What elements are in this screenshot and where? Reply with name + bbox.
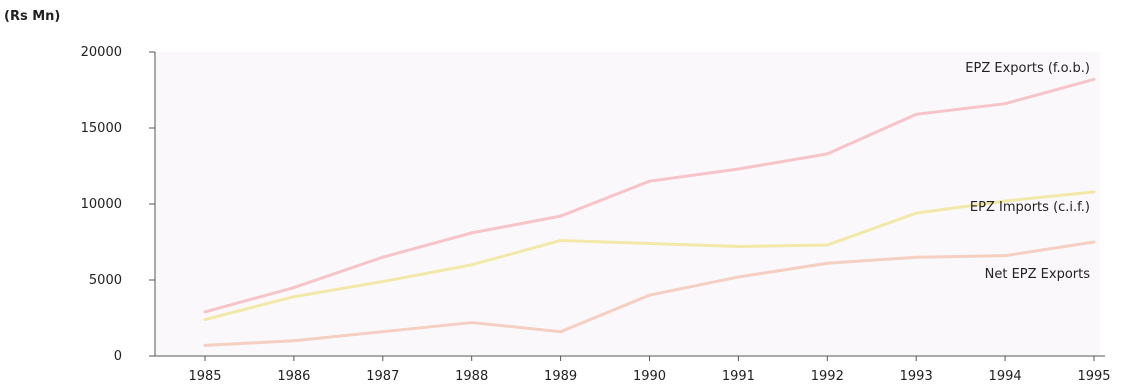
series-lines bbox=[203, 77, 1096, 347]
data-point bbox=[736, 275, 740, 279]
data-point bbox=[559, 238, 563, 242]
data-point bbox=[470, 231, 474, 235]
x-tick-label: 1991 bbox=[722, 369, 755, 384]
x-tick-label: 1989 bbox=[544, 369, 577, 384]
data-point bbox=[736, 245, 740, 249]
x-tick-label: 1985 bbox=[188, 369, 221, 384]
data-point bbox=[1003, 102, 1007, 106]
data-point bbox=[825, 243, 829, 247]
y-tick-label: 15000 bbox=[81, 121, 122, 136]
x-tick-label: 1992 bbox=[811, 369, 844, 384]
y-axis-unit-label: (Rs Mn) bbox=[4, 9, 60, 24]
x-axis-ticks: 1985 1986 1987 1988 1989 1990 1991 1992 1993 1994… bbox=[188, 356, 1111, 384]
data-point bbox=[914, 211, 918, 215]
y-tick-label: 0 bbox=[114, 349, 122, 364]
data-point bbox=[203, 318, 207, 322]
data-point bbox=[559, 214, 563, 218]
data-point bbox=[1092, 77, 1096, 81]
x-tick-label: 1990 bbox=[633, 369, 666, 384]
x-tick-label: 1994 bbox=[989, 369, 1022, 384]
data-point bbox=[381, 255, 385, 259]
data-point bbox=[825, 261, 829, 265]
data-point bbox=[914, 112, 918, 116]
data-point bbox=[1003, 199, 1007, 203]
data-point bbox=[470, 263, 474, 267]
data-point bbox=[559, 330, 563, 334]
series-label-epz-imports: EPZ Imports (c.i.f.) bbox=[970, 200, 1090, 215]
data-point bbox=[203, 310, 207, 314]
data-point bbox=[1003, 254, 1007, 258]
plot-area bbox=[155, 52, 1100, 355]
data-point bbox=[381, 330, 385, 334]
data-point bbox=[1092, 190, 1096, 194]
data-point bbox=[648, 179, 651, 183]
y-axis-ticks: 20000 15000 10000 5000 0 bbox=[81, 45, 155, 364]
y-tick-label: 5000 bbox=[89, 273, 122, 288]
y-tick-label: 20000 bbox=[81, 45, 122, 60]
data-point bbox=[1092, 240, 1096, 244]
data-point bbox=[292, 339, 296, 343]
data-point bbox=[203, 343, 207, 347]
data-point bbox=[292, 295, 296, 299]
x-tick-label: 1993 bbox=[900, 369, 933, 384]
data-point bbox=[825, 152, 829, 156]
x-tick-label: 1995 bbox=[1077, 369, 1110, 384]
x-tick-label: 1986 bbox=[277, 369, 310, 384]
series-label-net-epz-exports: Net EPZ Exports bbox=[985, 267, 1091, 282]
data-point bbox=[736, 167, 740, 171]
data-point bbox=[914, 255, 918, 259]
data-point bbox=[648, 242, 651, 246]
y-tick-label: 10000 bbox=[81, 197, 122, 212]
series-label-epz-exports: EPZ Exports (f.o.b.) bbox=[965, 61, 1090, 76]
data-point bbox=[381, 280, 385, 284]
data-point bbox=[292, 286, 296, 290]
data-point bbox=[648, 293, 651, 297]
data-point bbox=[470, 321, 474, 325]
x-tick-label: 1987 bbox=[366, 369, 399, 384]
x-tick-label: 1988 bbox=[455, 369, 488, 384]
